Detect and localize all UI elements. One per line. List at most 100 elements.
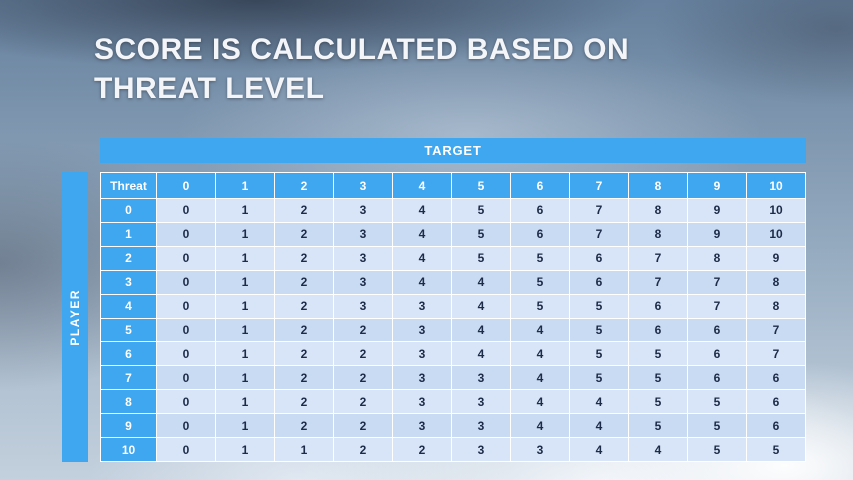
target-column-header: 3: [333, 172, 393, 199]
score-cell: 0: [156, 341, 216, 367]
score-cell: 1: [215, 317, 275, 343]
score-cell: 0: [156, 245, 216, 271]
score-cell: 6: [687, 365, 747, 391]
score-cell: 1: [215, 437, 275, 462]
score-cell: 3: [333, 221, 393, 247]
score-cell: 2: [274, 389, 334, 415]
score-cell: 1: [215, 389, 275, 415]
score-cell: 4: [569, 389, 629, 415]
table-row: 1 0 1 2 3 4 5 6 7 8 9 10: [100, 221, 806, 247]
score-cell: 7: [569, 221, 629, 247]
score-cell: 0: [156, 437, 216, 462]
score-cell: 5: [451, 245, 511, 271]
score-cell: 4: [628, 437, 688, 462]
threat-row-label: 4: [100, 293, 157, 319]
score-table-body: 0 0 1 2 3 4 5 6 7 8 9 10 1 0 1 2 3 4 5 6 7 8 9 10 2 0 1 2 3 4 5 5 6 7 8 9 3 0…: [100, 198, 806, 462]
score-cell: 6: [746, 365, 806, 391]
score-cell: 3: [392, 413, 452, 439]
score-cell: 4: [510, 389, 570, 415]
score-cell: 5: [569, 317, 629, 343]
target-column-header: 2: [274, 172, 334, 199]
score-cell: 3: [333, 245, 393, 271]
target-column-header: 10: [746, 172, 806, 199]
target-column-header: 1: [215, 172, 275, 199]
score-cell: 5: [569, 365, 629, 391]
score-cell: 2: [333, 317, 393, 343]
score-cell: 4: [392, 245, 452, 271]
score-cell: 7: [687, 269, 747, 295]
target-column-header: 0: [156, 172, 216, 199]
score-cell: 5: [510, 293, 570, 319]
score-cell: 2: [333, 341, 393, 367]
score-cell: 0: [156, 198, 216, 223]
score-cell: 3: [451, 389, 511, 415]
player-axis-label: PLAYER: [68, 288, 82, 346]
score-cell: 8: [628, 221, 688, 247]
target-column-header: 4: [392, 172, 452, 199]
score-cell: 3: [451, 365, 511, 391]
score-cell: 1: [274, 437, 334, 462]
score-cell: 3: [333, 198, 393, 223]
score-table: Threat 0 1 2 3 4 5 6 7 8 9 10 0 0 1 2 3 4 5 6 7 8 9 10 1 0 1 2 3 4 5…: [100, 172, 806, 462]
score-table-header-row: Threat 0 1 2 3 4 5 6 7 8 9 10: [100, 172, 806, 199]
threat-row-label: 10: [100, 437, 157, 462]
score-cell: 5: [510, 269, 570, 295]
threat-row-label: 1: [100, 221, 157, 247]
score-cell: 6: [510, 221, 570, 247]
target-column-header: 8: [628, 172, 688, 199]
page-title-line-2: THREAT LEVEL: [94, 72, 325, 105]
score-cell: 8: [746, 293, 806, 319]
score-cell: 4: [569, 413, 629, 439]
threat-row-label: 5: [100, 317, 157, 343]
score-cell: 2: [274, 317, 334, 343]
score-cell: 2: [274, 269, 334, 295]
score-cell: 7: [628, 245, 688, 271]
score-cell: 5: [687, 413, 747, 439]
score-cell: 3: [392, 317, 452, 343]
score-cell: 2: [392, 437, 452, 462]
score-cell: 6: [510, 198, 570, 223]
score-cell: 5: [628, 341, 688, 367]
score-cell: 0: [156, 413, 216, 439]
score-cell: 4: [392, 269, 452, 295]
score-cell: 6: [746, 389, 806, 415]
threat-row-label: 9: [100, 413, 157, 439]
threat-row-label: 8: [100, 389, 157, 415]
score-cell: 3: [451, 413, 511, 439]
score-cell: 7: [569, 198, 629, 223]
score-cell: 2: [333, 437, 393, 462]
score-cell: 3: [333, 269, 393, 295]
score-cell: 5: [687, 389, 747, 415]
score-cell: 1: [215, 413, 275, 439]
score-cell: 0: [156, 269, 216, 295]
score-cell: 10: [746, 221, 806, 247]
score-cell: 4: [451, 341, 511, 367]
target-column-header: 6: [510, 172, 570, 199]
score-cell: 3: [392, 341, 452, 367]
target-column-header: 7: [569, 172, 629, 199]
score-cell: 2: [274, 413, 334, 439]
threat-corner-header: Threat: [100, 172, 157, 199]
score-cell: 6: [569, 245, 629, 271]
score-cell: 4: [569, 437, 629, 462]
page-title: SCORE IS CALCULATED BASED ON THREAT LEVE…: [94, 30, 734, 108]
score-cell: 6: [687, 317, 747, 343]
score-cell: 6: [628, 293, 688, 319]
score-cell: 5: [628, 389, 688, 415]
score-cell: 2: [274, 341, 334, 367]
score-cell: 5: [628, 365, 688, 391]
player-axis-header: PLAYER: [62, 172, 88, 462]
score-cell: 5: [628, 413, 688, 439]
threat-row-label: 0: [100, 198, 157, 223]
table-row: 10 0 1 1 2 2 3 3 4 4 5 5: [100, 437, 806, 462]
target-axis-label: TARGET: [424, 143, 482, 158]
score-cell: 2: [333, 365, 393, 391]
score-cell: 2: [274, 245, 334, 271]
score-cell: 7: [746, 341, 806, 367]
score-cell: 3: [392, 293, 452, 319]
score-cell: 9: [687, 198, 747, 223]
